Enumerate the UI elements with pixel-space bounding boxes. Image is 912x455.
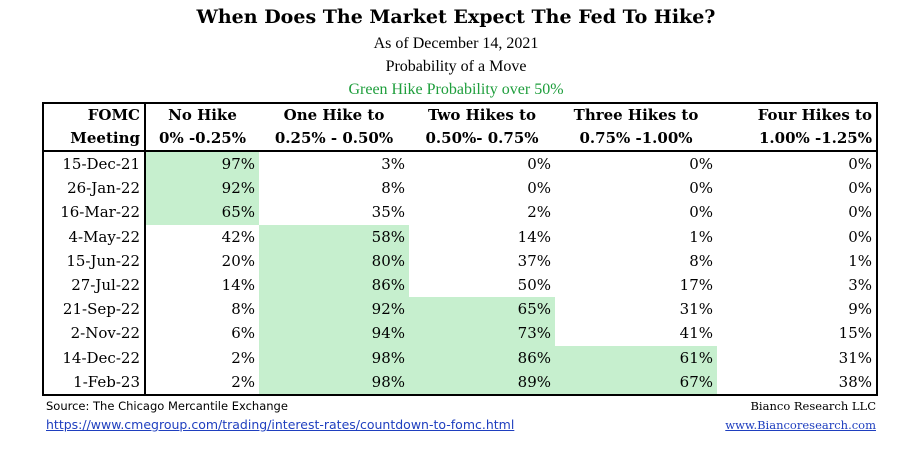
probability-cell: 73% — [409, 321, 555, 346]
header-cell: Meeting — [43, 127, 146, 152]
probability-cell: 3% — [381, 155, 405, 174]
table-row: 4-May-22 42% 58% 14% 1% 0% — [43, 224, 877, 249]
probability-cell: 35% — [371, 203, 405, 222]
probability-cell: 6% — [231, 324, 255, 343]
header-cell: 1.00% -1.25% — [717, 127, 877, 152]
probability-cell: 0% — [527, 179, 551, 198]
probability-cell: 86% — [409, 345, 555, 370]
probability-cell: 58% — [259, 224, 409, 249]
table-row: 21-Sep-22 8% 92% 65% 31% 9% — [43, 297, 877, 322]
header-cell: 0.75% -1.00% — [555, 127, 717, 152]
probability-cell: 20% — [221, 251, 255, 270]
probability-cell: 8% — [381, 179, 405, 198]
probability-cell: 41% — [679, 324, 713, 343]
header-cell: FOMC — [43, 103, 146, 127]
probability-cell: 65% — [145, 200, 259, 225]
firm-name: Bianco Research LLC — [750, 399, 876, 413]
table-row: 16-Mar-22 65% 35% 2% 0% 0% — [43, 200, 877, 225]
header-cell: Two Hikes to — [427, 106, 537, 124]
probability-cell: 0% — [689, 155, 713, 174]
probability-cell: 8% — [231, 300, 255, 319]
probability-cell: 94% — [259, 321, 409, 346]
probability-cell: 2% — [231, 372, 255, 391]
probability-cell: 0% — [689, 203, 713, 222]
probability-cell: 89% — [409, 369, 555, 395]
probability-cell: 50% — [517, 276, 551, 295]
meeting-date-cell: 14-Dec-22 — [43, 345, 146, 370]
probability-cell: 0% — [848, 155, 872, 174]
probability-cell: 0% — [848, 227, 872, 246]
probability-cell: 14% — [221, 276, 255, 295]
header-cell: Four Hikes to — [757, 106, 872, 124]
chart-date: As of December 14, 2021 — [373, 35, 539, 52]
probability-cell: 8% — [689, 251, 713, 270]
probability-cell: 98% — [259, 345, 409, 370]
meeting-date-cell: 27-Jul-22 — [43, 272, 146, 298]
probability-cell: 14% — [517, 227, 551, 246]
probability-cell: 0% — [527, 155, 551, 174]
probability-cell: 1% — [689, 227, 713, 246]
header-cell: 0% -0.25% — [145, 127, 259, 152]
meeting-date-cell: 15-Jun-22 — [43, 248, 146, 273]
probability-cell: 67% — [555, 369, 717, 395]
header-cell: Three Hikes to — [573, 106, 699, 124]
meeting-date-cell: 26-Jan-22 — [43, 176, 146, 201]
meeting-date-cell: 16-Mar-22 — [43, 200, 146, 225]
header-cell: 0.50%- 0.75% — [409, 127, 555, 152]
table-row: 14-Dec-22 2% 98% 86% 61% 31% — [43, 345, 877, 370]
firm-link[interactable]: www.Biancoresearch.com — [725, 418, 876, 432]
table-body: 15-Dec-21 97% 3% 0% 0% 0% 26-Jan-22 92% 8% 0% 0% 0%… — [43, 151, 877, 395]
meeting-date-cell: 4-May-22 — [43, 224, 146, 249]
meeting-date-cell: 21-Sep-22 — [43, 297, 146, 322]
probability-cell: 31% — [679, 300, 713, 319]
probability-cell: 80% — [259, 248, 409, 273]
chart-title: When Does The Market Expect The Fed To H… — [196, 6, 716, 28]
probability-cell: 1% — [848, 251, 872, 270]
header-cell: No Hike — [168, 106, 237, 124]
probability-cell: 86% — [259, 272, 409, 298]
probability-cell: 9% — [848, 300, 872, 319]
probability-cell: 2% — [527, 203, 551, 222]
chart-subtitle: Probability of a Move — [385, 58, 527, 75]
header-row-2: Meeting 0% -0.25% 0.25% - 0.50% 0.50%- 0… — [43, 127, 877, 152]
header-cell: One Hike to — [283, 106, 385, 124]
meeting-date-cell: 1-Feb-23 — [43, 369, 146, 395]
table-row: 27-Jul-22 14% 86% 50% 17% 3% — [43, 272, 877, 298]
probability-cell: 37% — [517, 251, 551, 270]
probability-cell: 61% — [555, 345, 717, 370]
probability-cell: 3% — [848, 276, 872, 295]
meeting-date-cell: 2-Nov-22 — [43, 321, 146, 346]
header-row-1: FOMC No Hike One Hike to Two Hikes to Th… — [43, 103, 877, 127]
probability-cell: 92% — [259, 297, 409, 322]
table-row: 26-Jan-22 92% 8% 0% 0% 0% — [43, 176, 877, 201]
probability-cell: 38% — [838, 372, 872, 391]
probability-cell: 15% — [838, 324, 872, 343]
probability-cell: 0% — [689, 179, 713, 198]
highlight-note: Green Hike Probability over 50% — [348, 81, 564, 98]
probability-cell: 0% — [848, 179, 872, 198]
probability-cell: 2% — [231, 348, 255, 367]
probability-cell: 0% — [848, 203, 872, 222]
probability-cell: 42% — [221, 227, 255, 246]
table-row: 15-Dec-21 97% 3% 0% 0% 0% — [43, 151, 877, 177]
table-row: 15-Jun-22 20% 80% 37% 8% 1% — [43, 248, 877, 273]
probability-cell: 92% — [145, 176, 259, 201]
source-link[interactable]: https://www.cmegroup.com/trading/interes… — [46, 417, 515, 432]
probability-cell: 98% — [259, 369, 409, 395]
source-note: Source: The Chicago Mercantile Exchange — [46, 399, 288, 413]
meeting-date-cell: 15-Dec-21 — [43, 151, 146, 177]
header-cell: 0.25% - 0.50% — [259, 127, 409, 152]
probability-cell: 97% — [145, 151, 259, 177]
table-row: 1-Feb-23 2% 98% 89% 67% 38% — [43, 369, 877, 395]
probability-table: FOMC No Hike One Hike to Two Hikes to Th… — [42, 102, 878, 396]
probability-cell: 31% — [838, 348, 872, 367]
probability-cell: 65% — [409, 297, 555, 322]
table-row: 2-Nov-22 6% 94% 73% 41% 15% — [43, 321, 877, 346]
probability-cell: 17% — [679, 276, 713, 295]
